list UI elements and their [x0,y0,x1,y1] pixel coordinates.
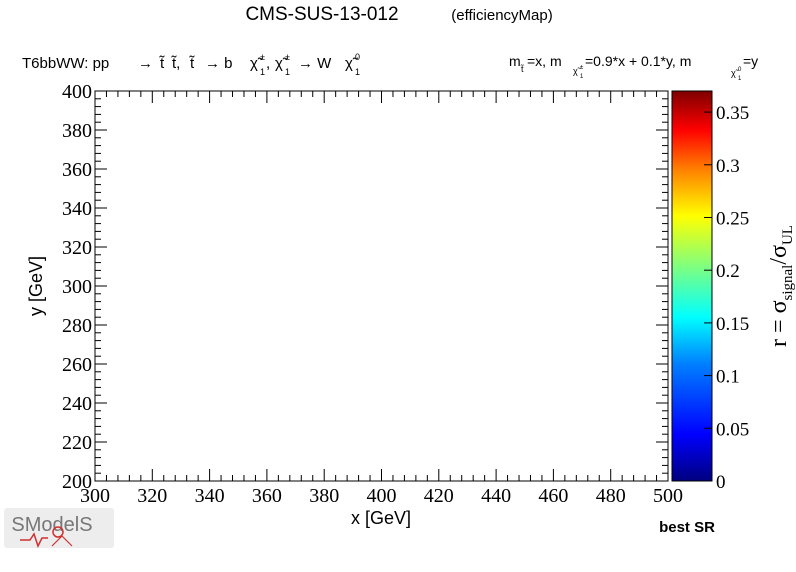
process-arrow-b: → b [205,55,233,72]
x-tick-label: 400 [367,485,397,507]
colorbar-tick-label: 0.2 [716,261,740,282]
x-tick-label: 420 [424,485,454,507]
svg-text:T6bbWW: pp → t̃: T6bbWW: pp → t̃ t̃, t̃ → b χ̃ ± 1 , χ̃ ±… [22,47,364,79]
process-label: T6bbWW: pp → t̃ t̃, t̃ → b χ̃ ± 1 , χ̃ ±… [22,47,364,79]
process-arrow-w: → W [298,55,332,72]
y-axis-label: y [GeV] [26,256,46,316]
y-tick-label: 240 [62,393,92,415]
y-tick-label: 300 [62,276,92,298]
svg-text:m t̃ =x, m χ: m t̃ =x, m χ̃ ± 1 =0.9*x + 0.1*y, m χ̃ 0… [509,53,758,83]
x-tick-label: 360 [252,485,282,507]
x-tick-label: 320 [137,485,167,507]
y-tick-label: 400 [62,81,92,103]
y-tick-label: 280 [62,315,92,337]
chart-subtitle: (efficiencyMap) [451,7,552,24]
x-tick-label: 500 [653,485,683,507]
colorbar-tick-label: 0.1 [716,367,740,388]
x-tick-label: 380 [309,485,339,507]
smodels-logo: SModelS [4,508,114,548]
y-tick-label: 320 [62,237,92,259]
best-sr-label: best SR [659,519,715,536]
plot-frame [94,90,669,482]
colorbar-tick-label: 0.05 [716,419,749,440]
colorbar-tick-label: 0.15 [716,314,749,335]
y-axis-ticks: 200 220 240 260 280 300 320 340 360 380 400 [62,81,668,493]
x-tick-label: 440 [481,485,511,507]
process-chargino1-sup: ± [260,52,265,62]
process-comma: , [266,55,270,72]
process-neutralino-sub: 1 [355,67,360,77]
logo-text: SModelS [11,514,92,536]
process-chargino1-sub: 1 [260,67,265,77]
process-name: T6bbWW: pp [22,55,109,72]
process-neutralino-sup: 0 [355,52,360,62]
y-tick-label: 200 [62,471,92,493]
colorbar-tick-label: 0.25 [716,208,749,229]
colorbar-tick-label: 0 [716,472,726,493]
process-chargino2-sub: 1 [285,67,290,77]
mass-relation: m t̃ =x, m χ̃ ± 1 =0.9*x + 0.1*y, m χ̃ 0… [509,53,758,83]
colorbar-label: r = σsignal/σUL [766,225,796,347]
chart-title: CMS-SUS-13-012 [245,4,398,25]
process-chargino2-sup: ± [285,52,290,62]
process-stop3: t̃ [188,55,195,72]
y-tick-label: 220 [62,432,92,454]
y-tick-label: 260 [62,354,92,376]
y-tick-label: 380 [62,120,92,142]
process-stop1: t̃ [158,55,165,72]
process-stop2: t̃, [170,55,180,72]
colorbar [671,90,713,482]
x-axis-ticks: 300 320 340 360 380 400 420 440 460 480 500 [80,91,683,507]
process-arrow: → [138,55,153,72]
svg-text:r = σsignal/σUL: r = σsignal/σUL [766,225,796,347]
y-tick-label: 360 [62,159,92,181]
x-tick-label: 300 [80,485,110,507]
x-tick-label: 340 [195,485,225,507]
x-tick-label: 480 [596,485,626,507]
x-axis-label: x [GeV] [351,508,411,528]
x-tick-label: 460 [538,485,568,507]
y-tick-label: 340 [62,198,92,220]
colorbar-tick-label: 0.3 [716,156,740,177]
colorbar-ticks: 0 0.05 0.1 0.15 0.2 0.25 0.3 0.35 [704,103,749,493]
colorbar-tick-label: 0.35 [716,103,749,124]
